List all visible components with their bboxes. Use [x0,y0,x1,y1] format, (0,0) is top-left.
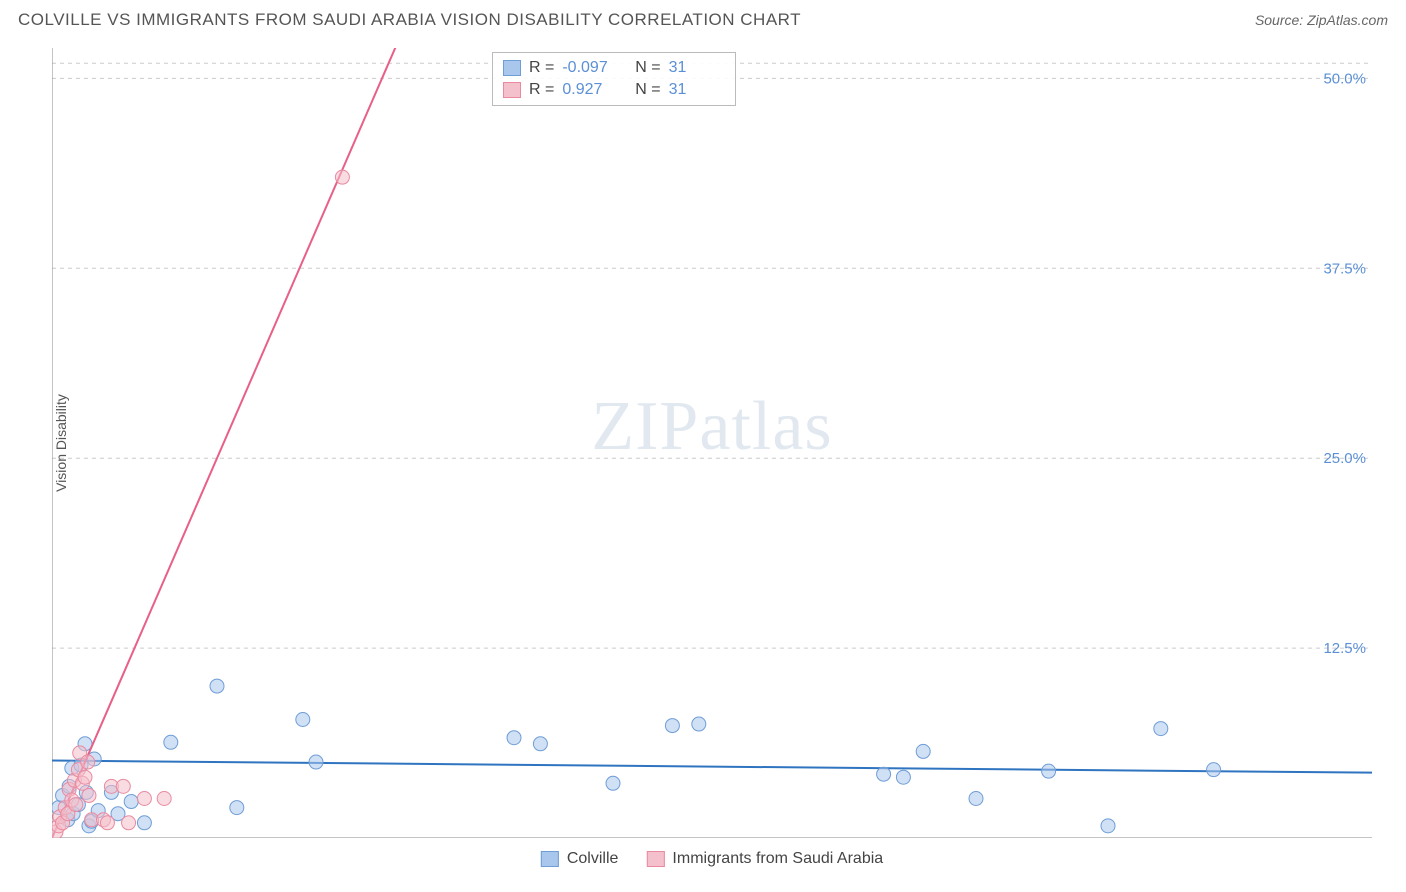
legend-n-value: 31 [669,81,725,99]
svg-text:12.5%: 12.5% [1323,640,1366,657]
header: COLVILLE VS IMMIGRANTS FROM SAUDI ARABIA… [0,0,1406,36]
legend-n-value: 31 [669,59,725,77]
legend-r-value: -0.097 [562,59,618,77]
scatter-plot: 12.5%25.0%37.5%50.0%0.0%100.0% [52,48,1372,838]
legend-r-value: 0.927 [562,81,618,99]
legend-n-label: N = [626,81,660,99]
legend-swatch [503,82,521,98]
chart-title: COLVILLE VS IMMIGRANTS FROM SAUDI ARABIA… [18,10,801,30]
series-name: Colville [567,850,619,868]
legend-r-label: R = [529,59,554,77]
legend-n-label: N = [626,59,660,77]
svg-text:37.5%: 37.5% [1323,260,1366,277]
legend-swatch [541,851,559,867]
legend-swatch [503,60,521,76]
chart-area: Vision Disability ZIPatlas 12.5%25.0%37.… [52,48,1372,838]
source-label: Source: ZipAtlas.com [1255,12,1388,28]
series-name: Immigrants from Saudi Arabia [672,850,883,868]
legend-swatch [646,851,664,867]
legend-r-label: R = [529,81,554,99]
legend-row: R = 0.927 N = 31 [503,79,725,101]
svg-text:25.0%: 25.0% [1323,450,1366,467]
correlation-legend: R = -0.097 N = 31 R = 0.927 N = 31 [492,52,736,106]
svg-text:50.0%: 50.0% [1323,70,1366,87]
series-legend-item: Immigrants from Saudi Arabia [646,850,883,868]
legend-row: R = -0.097 N = 31 [503,57,725,79]
series-legend-item: Colville [541,850,619,868]
series-legend: Colville Immigrants from Saudi Arabia [541,850,883,868]
